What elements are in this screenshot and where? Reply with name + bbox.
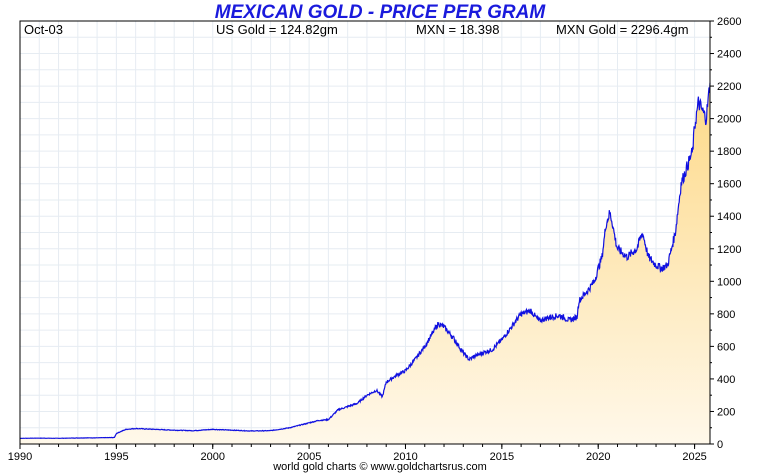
x-tick-label: 2000	[200, 451, 224, 463]
x-tick-label: 1995	[104, 451, 128, 463]
y-tick-label: 800	[717, 309, 735, 321]
y-tick-label: 2000	[717, 114, 741, 126]
footer-credit: world gold charts © www.goldchartsrus.co…	[273, 461, 487, 473]
y-tick-label: 2200	[717, 81, 741, 93]
x-tick-label: 1990	[8, 451, 32, 463]
y-tick-label: 1000	[717, 276, 741, 288]
header-mxn-gold: MXN Gold = 2296.4gm	[556, 22, 689, 37]
y-tick-label: 1600	[717, 179, 741, 191]
x-axis: 1990 1995 2000 2005 2010 2015 2020 2025	[8, 444, 707, 463]
y-axis: 0 200 400 600 800 1000 1200 1400 1600 1800 2000 220…	[710, 16, 741, 451]
y-tick-label: 1200	[717, 244, 741, 256]
y-tick-label: 1800	[717, 146, 741, 158]
chart-title: MEXICAN GOLD - PRICE PER GRAM	[214, 2, 546, 23]
x-tick-label: 2010	[393, 451, 417, 463]
header-date: Oct-03	[24, 22, 64, 37]
y-tick-label: 400	[717, 374, 735, 386]
y-tick-label: 2600	[717, 16, 741, 28]
y-tick-label: 2400	[717, 49, 741, 61]
y-tick-label: 200	[717, 406, 735, 418]
header-us-gold: US Gold = 124.82gm	[216, 22, 338, 37]
x-tick-label: 2025	[682, 451, 706, 463]
header-mxn-rate: MXN = 18.398	[416, 22, 500, 37]
x-tick-label: 2015	[490, 451, 514, 463]
price-area-fill	[20, 82, 710, 445]
y-tick-label: 1400	[717, 211, 741, 223]
x-tick-label: 2005	[297, 451, 321, 463]
price-line	[20, 82, 711, 440]
y-tick-label: 0	[717, 439, 723, 451]
y-tick-label: 600	[717, 341, 735, 353]
x-tick-label: 2020	[586, 451, 610, 463]
